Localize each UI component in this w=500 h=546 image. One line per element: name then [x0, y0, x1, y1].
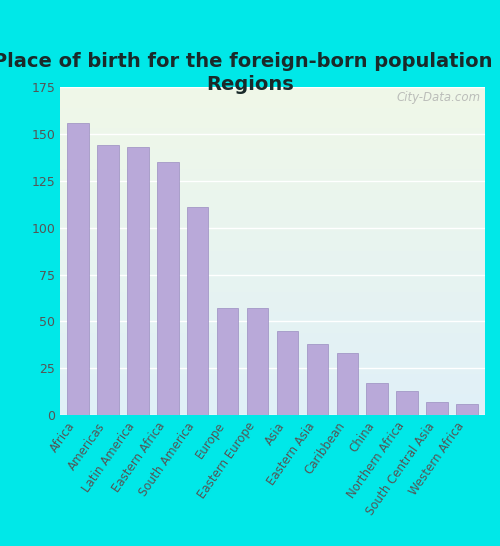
Bar — [396, 390, 418, 415]
Bar — [127, 147, 148, 415]
Bar — [157, 162, 178, 415]
Bar — [366, 383, 388, 415]
Bar — [276, 331, 298, 415]
Bar — [336, 353, 358, 415]
Bar — [247, 308, 268, 415]
Bar — [217, 308, 238, 415]
Bar — [97, 145, 118, 415]
Text: City-Data.com: City-Data.com — [396, 91, 481, 104]
Bar — [456, 403, 478, 415]
Bar — [426, 402, 448, 415]
Bar — [306, 344, 328, 415]
Bar — [67, 123, 88, 415]
Text: Place of birth for the foreign-born population -
Regions: Place of birth for the foreign-born popu… — [0, 52, 500, 94]
Bar — [187, 207, 208, 415]
